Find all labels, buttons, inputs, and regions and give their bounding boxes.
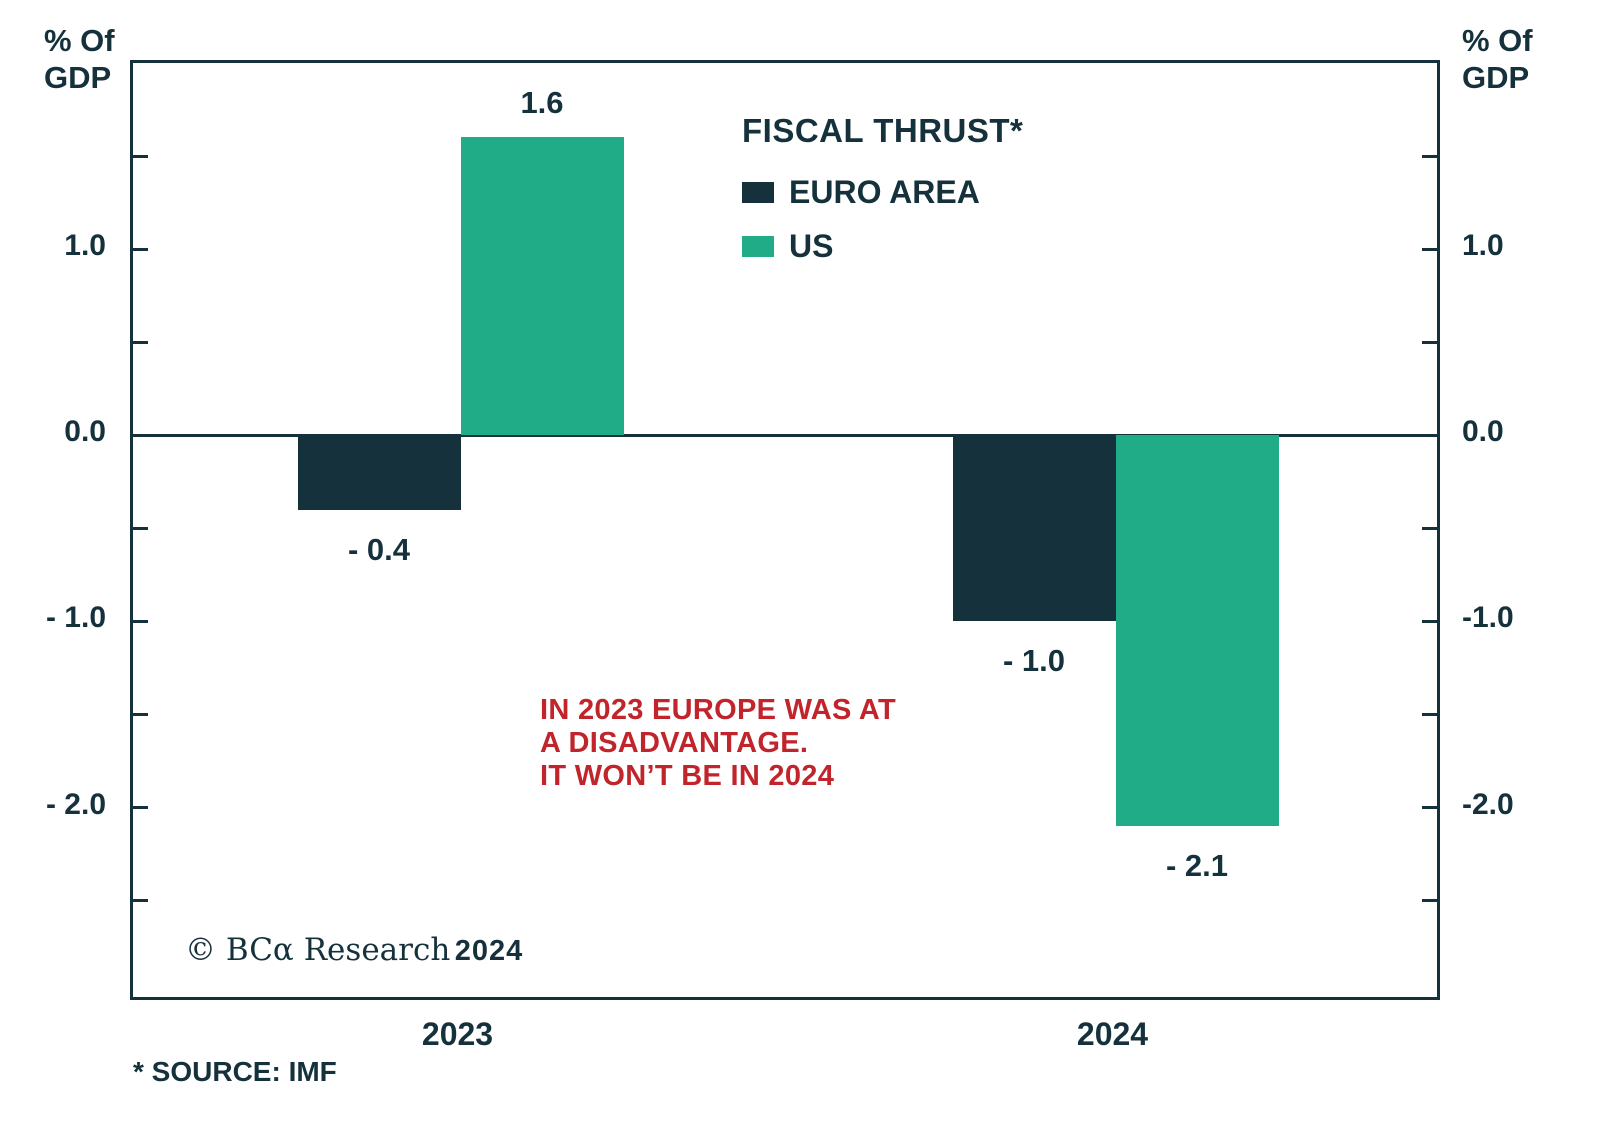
bar-us-2024 <box>1115 435 1279 827</box>
euro-area-swatch <box>742 182 774 203</box>
us-swatch <box>742 236 774 257</box>
y-tick-left <box>133 433 148 437</box>
y-tick-right <box>1422 433 1437 437</box>
source-note: * SOURCE: IMF <box>133 1056 337 1087</box>
bar-value-label: - 2.1 <box>1165 848 1229 884</box>
y-tick-label-right: 1.0 <box>1462 229 1504 263</box>
y-tick-left <box>133 712 148 716</box>
annotation-text: IN 2023 EUROPE WAS AT A DISADVANTAGE. IT… <box>540 694 896 793</box>
y-tick-right <box>1422 899 1437 903</box>
y-tick-left <box>133 619 148 623</box>
annotation-line: IN 2023 EUROPE WAS AT <box>540 694 896 726</box>
y-axis-unit-left: % Of GDP <box>44 22 115 96</box>
bar-us-2023 <box>460 137 624 436</box>
y-tick-left <box>133 247 148 251</box>
plot-area: - 0.4 1.6 - 1.0 - 2.1 <box>130 60 1440 1000</box>
zero-axis-line <box>133 433 1437 437</box>
y-tick-label-right: 0.0 <box>1462 415 1504 449</box>
y-tick-label-left: 1.0 <box>64 229 106 263</box>
unit-label-line: GDP <box>1462 60 1530 95</box>
y-tick-right <box>1422 712 1437 716</box>
x-category-label: 2024 <box>1076 1016 1149 1052</box>
copyright-brand: © BCα Research <box>185 932 451 968</box>
y-tick-right <box>1422 154 1437 158</box>
bar-value-label: - 0.4 <box>347 531 411 567</box>
annotation-line: IT WON’T BE IN 2024 <box>540 760 835 792</box>
y-axis-unit-right: % Of GDP <box>1462 22 1533 96</box>
y-tick-label-left: - 1.0 <box>45 601 106 635</box>
legend-label-euro-area: EURO AREA <box>789 174 980 210</box>
annotation-line: A DISADVANTAGE. <box>540 727 809 759</box>
y-tick-left <box>133 806 148 810</box>
y-tick-left <box>133 526 148 530</box>
y-tick-right <box>1422 340 1437 344</box>
y-tick-left <box>133 899 148 903</box>
bar-value-label: 1.6 <box>520 85 564 121</box>
legend-label-us: US <box>789 228 834 264</box>
y-tick-label-right: -1.0 <box>1462 601 1514 635</box>
bar-value-label: - 1.0 <box>1002 643 1066 679</box>
legend-item-euro-area: EURO AREA <box>742 174 1023 211</box>
y-tick-right <box>1422 619 1437 623</box>
legend: FISCAL THRUST* EURO AREA US <box>742 112 1023 282</box>
y-tick-label-right: -2.0 <box>1462 787 1514 821</box>
y-tick-left <box>133 340 148 344</box>
unit-label-line: GDP <box>44 60 112 95</box>
y-tick-label-left: - 2.0 <box>45 787 106 821</box>
legend-item-us: US <box>742 228 1023 265</box>
y-tick-right <box>1422 806 1437 810</box>
x-category-label: 2023 <box>421 1016 494 1052</box>
copyright: © BCα Research 2024 <box>185 932 523 968</box>
unit-label-line: % Of <box>44 23 115 58</box>
bar-euro-area-2023 <box>297 435 461 510</box>
bar-euro-area-2024 <box>952 435 1116 622</box>
chart-title: FISCAL THRUST* <box>742 112 1024 149</box>
y-tick-right <box>1422 526 1437 530</box>
y-tick-left <box>133 154 148 158</box>
y-tick-right <box>1422 247 1437 251</box>
copyright-year: 2024 <box>454 935 524 967</box>
y-tick-label-left: 0.0 <box>64 415 106 449</box>
unit-label-line: % Of <box>1462 23 1533 58</box>
